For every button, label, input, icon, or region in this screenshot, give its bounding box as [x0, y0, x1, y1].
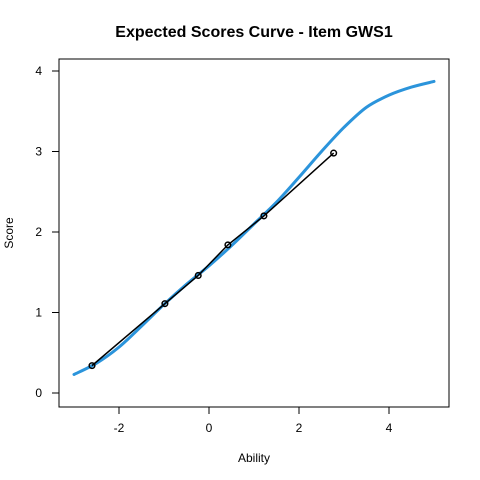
plot-frame — [58, 58, 450, 408]
y-tick-label: 0 — [35, 386, 42, 400]
y-axis-label: Score — [2, 217, 16, 249]
observed-score-point — [260, 212, 268, 220]
series-layer — [72, 79, 436, 376]
y-tick-label: 4 — [35, 64, 42, 78]
x-tick-label: -2 — [114, 421, 125, 435]
y-tick-label: 3 — [35, 145, 42, 159]
x-tick-label: 0 — [206, 421, 213, 435]
observed-score-point — [194, 271, 202, 280]
observed-score-point — [88, 362, 96, 370]
y-axis: 0 1 2 3 4 — [35, 64, 59, 400]
x-tick-label: 4 — [386, 421, 393, 435]
x-axis: -2 0 2 4 — [114, 407, 393, 435]
x-tick-label: 2 — [296, 421, 303, 435]
observed-score-point — [161, 300, 169, 308]
y-tick-label: 1 — [35, 306, 42, 320]
y-tick-label: 2 — [35, 225, 42, 239]
observed-score-line — [91, 152, 335, 367]
observed-score-point — [330, 149, 338, 157]
expected-score-curve — [72, 79, 436, 376]
x-axis-label: Ability — [238, 451, 270, 465]
chart-title: Expected Scores Curve - Item GWS1 — [115, 24, 393, 41]
observed-score-point — [224, 241, 232, 249]
